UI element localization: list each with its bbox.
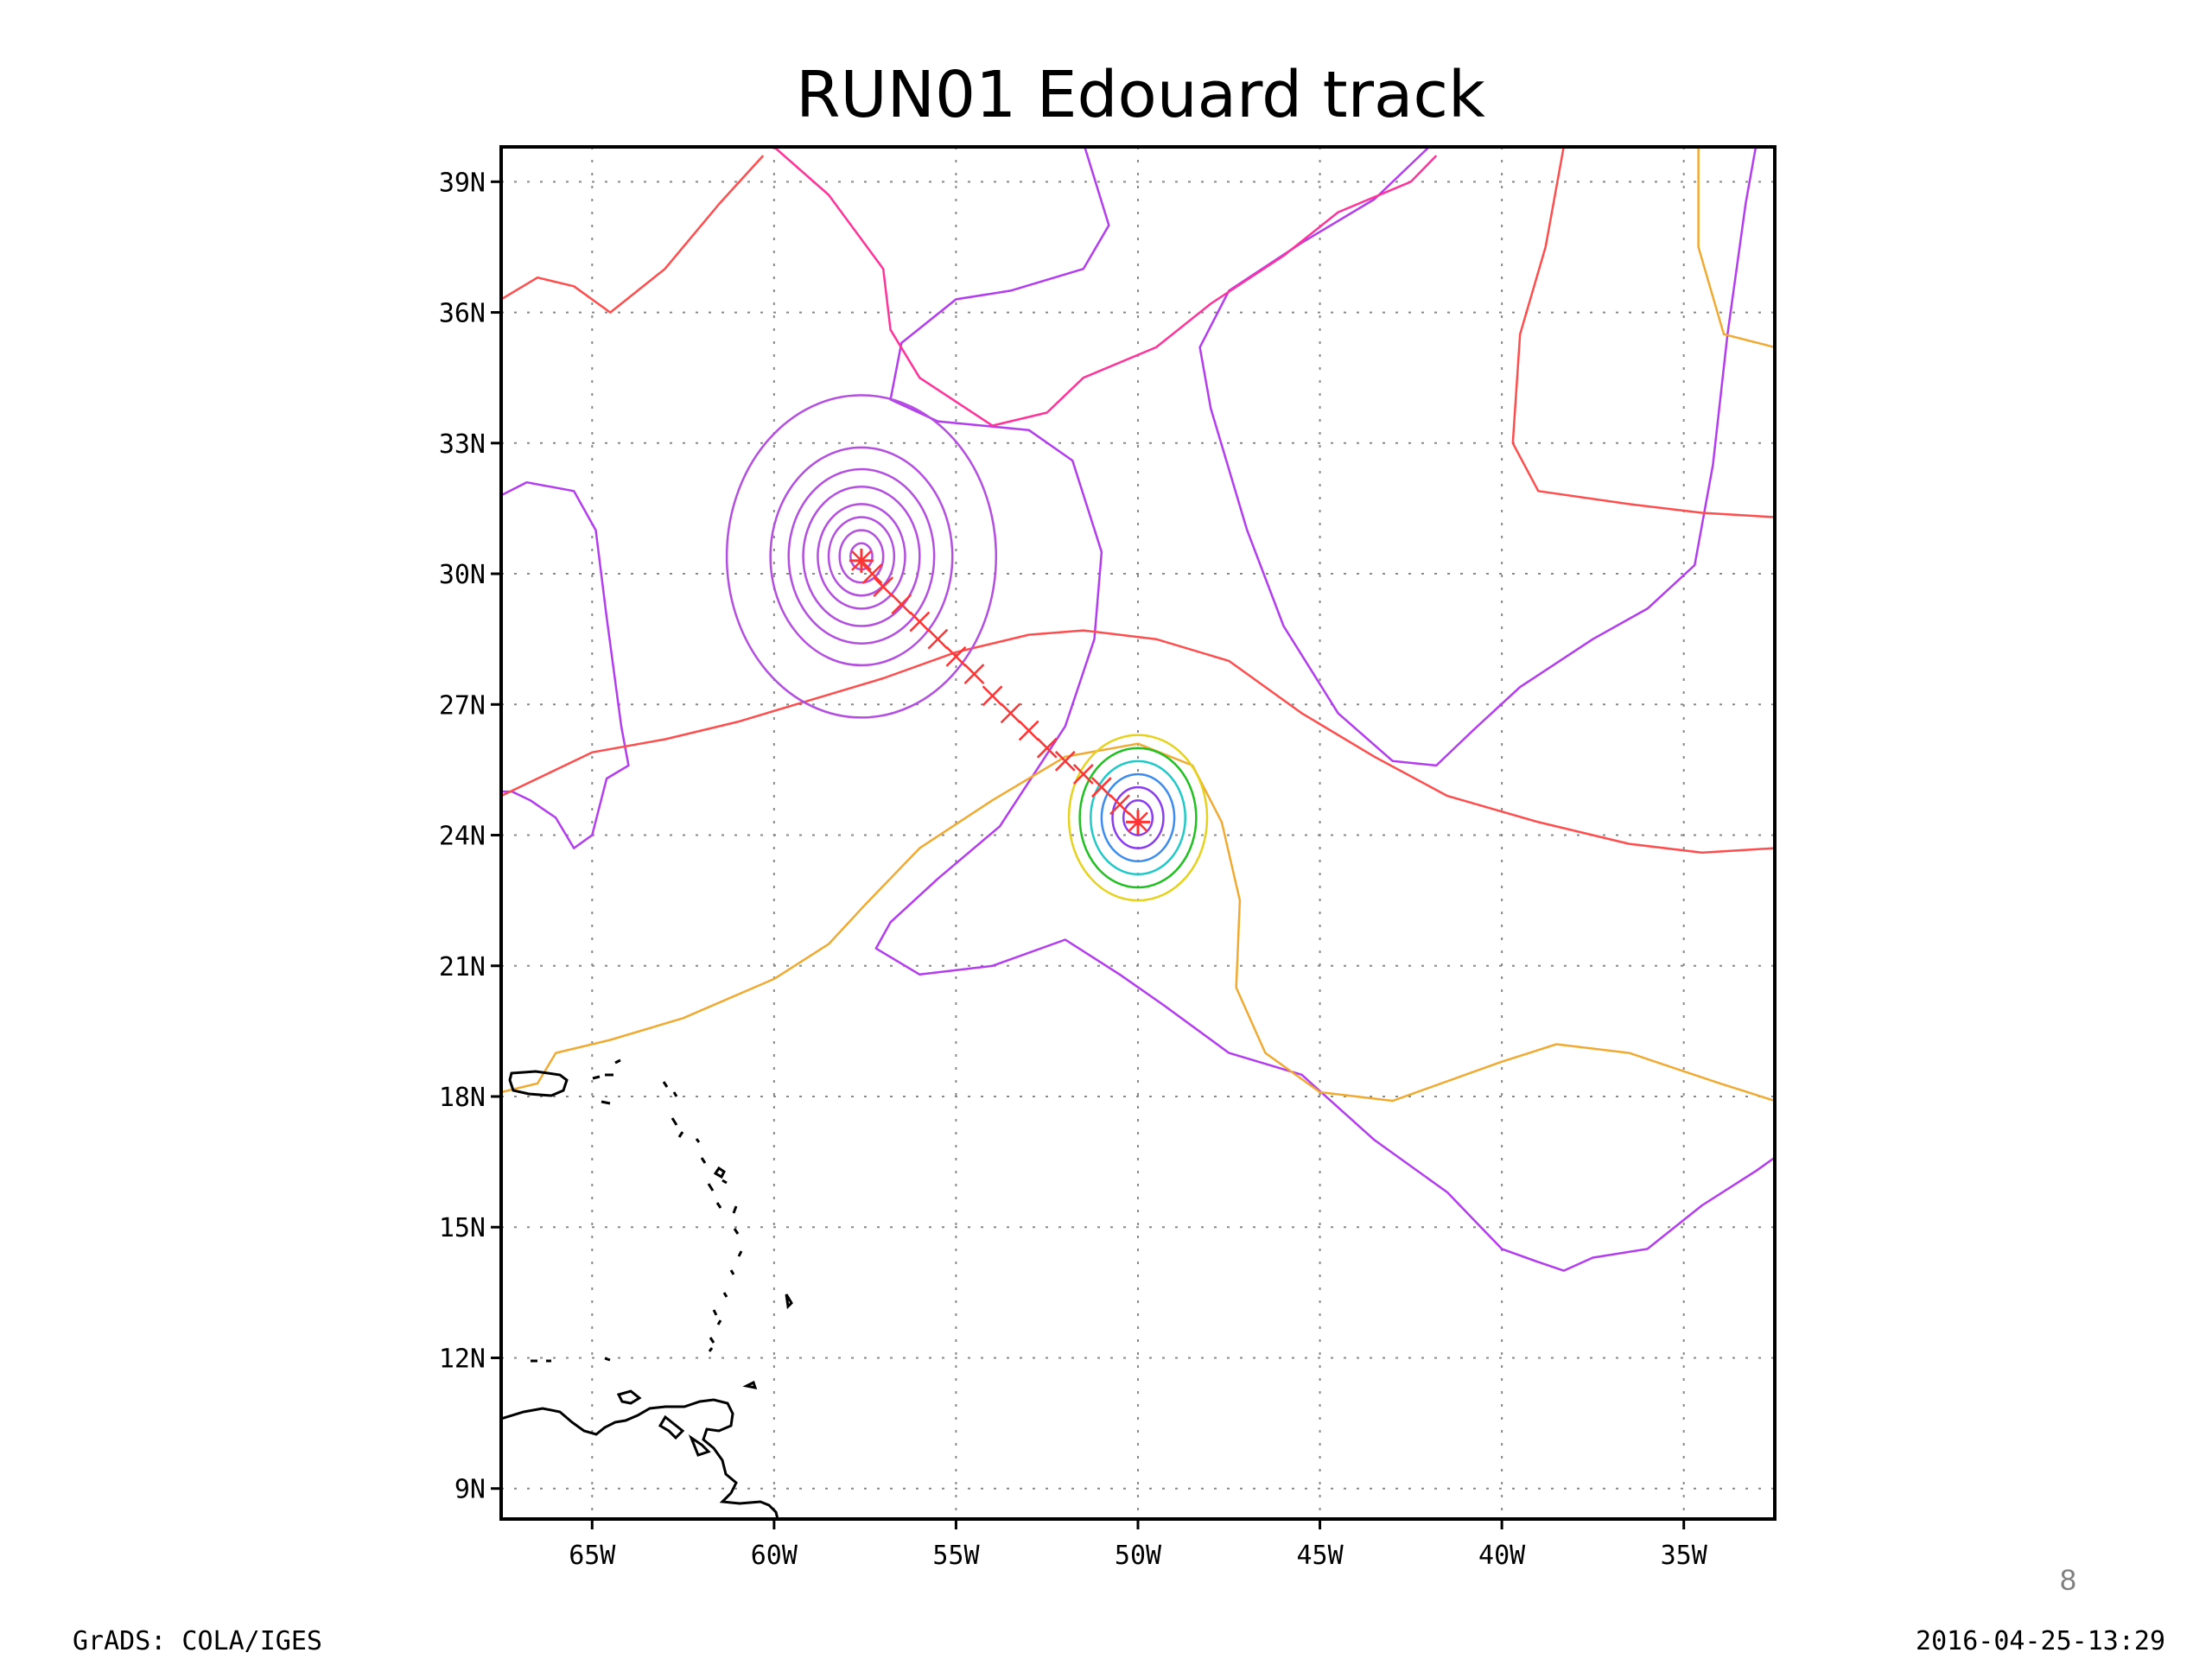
x-axis-ticks: 65W 60W 55W 50W 45W 40W 35W (569, 1519, 1708, 1571)
track-point-marker (982, 685, 1003, 707)
track-point-marker (1036, 737, 1058, 759)
field-contour-line (1697, 147, 1775, 349)
storm-contour-ring (802, 485, 921, 627)
storm-contour-ring (725, 394, 998, 719)
storm-contour-ring (1090, 760, 1186, 876)
y-tick-label: 15N (439, 1213, 486, 1243)
track-start-marker (1126, 810, 1150, 835)
field-contour-line (1198, 147, 1758, 767)
field-contour-line (773, 147, 1438, 427)
track-point-marker (861, 563, 883, 584)
field-contours (501, 147, 1775, 1272)
storm-contour-ring (769, 446, 954, 667)
y-tick-label: 39N (439, 168, 486, 198)
storm-contour-ring (1100, 772, 1176, 863)
track-point-marker (1109, 794, 1130, 816)
track-point-marker (873, 576, 894, 598)
caribbean-coastlines (501, 1058, 793, 1519)
field-contour-line (1511, 147, 1775, 518)
y-tick-label: 24N (439, 822, 486, 852)
track-point-marker (1091, 777, 1112, 798)
x-tick-label: 50W (1115, 1541, 1162, 1571)
y-tick-label: 21N (439, 952, 486, 982)
footer-right-timestamp: 2016-04-25-13:29 (1916, 1626, 2165, 1656)
footer-left-credit: GrADS: COLA/IGES (73, 1626, 322, 1656)
track-point-marker (1018, 720, 1039, 741)
y-tick-label: 36N (439, 299, 486, 329)
track-point-marker (891, 594, 912, 615)
puerto-rico-island (508, 1070, 569, 1097)
x-tick-label: 65W (569, 1541, 616, 1571)
dutch-antilles-islands (531, 1357, 758, 1389)
x-tick-label: 55W (932, 1541, 980, 1571)
y-tick-label: 30N (439, 560, 486, 590)
map-title: RUN01 Edouard track (796, 58, 1485, 132)
track-point-marker (945, 645, 967, 667)
field-contour-line (874, 147, 1775, 1272)
storm-contour-ring (1122, 798, 1154, 836)
field-contour-line (501, 480, 630, 849)
track-end-marker (849, 548, 874, 573)
virgin-islands (592, 1058, 621, 1105)
y-tick-label: 9N (454, 1475, 486, 1505)
x-tick-label: 40W (1478, 1541, 1526, 1571)
slide-number: 8 (2060, 1564, 2076, 1597)
y-axis-ticks: 9N 12N 15N 18N 21N 24N 27N 30N 33N 36N 39N (439, 168, 501, 1505)
x-tick-label: 45W (1296, 1541, 1344, 1571)
x-tick-label: 60W (751, 1541, 798, 1571)
storm-contour-ring (1111, 785, 1165, 849)
y-tick-label: 12N (439, 1344, 486, 1374)
south-america-coast (501, 1398, 779, 1519)
storm-contour-ring (1067, 734, 1209, 902)
storm-contour-ring (1078, 747, 1198, 889)
track-point-marker (1054, 750, 1076, 772)
track-point-marker (927, 628, 949, 650)
storm-track (849, 548, 1150, 835)
track-point-marker (1000, 702, 1021, 724)
field-contour-line (501, 742, 1775, 1103)
storm-contour-ring (817, 503, 906, 610)
field-contour-line (501, 629, 1775, 854)
storm-contour-ring (827, 516, 896, 597)
storm-contour-ring (838, 529, 885, 584)
y-tick-label: 27N (439, 690, 486, 721)
storm-contour-ring (787, 467, 936, 645)
track-point-marker (963, 664, 985, 684)
lesser-antilles-islands (662, 1081, 793, 1352)
y-tick-label: 33N (439, 429, 486, 460)
track-point-marker (1072, 764, 1094, 785)
track-point-marker (909, 611, 931, 632)
y-tick-label: 18N (439, 1083, 486, 1113)
paria-peninsula (658, 1414, 711, 1457)
margarita-island (616, 1389, 642, 1405)
x-tick-label: 35W (1661, 1541, 1708, 1571)
field-contour-line (501, 155, 765, 314)
